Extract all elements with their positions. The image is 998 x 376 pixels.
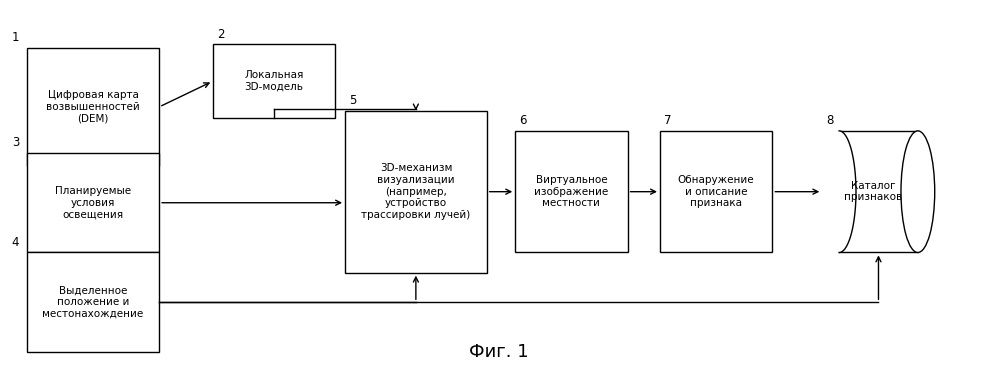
Bar bbox=[27, 48, 159, 166]
Ellipse shape bbox=[901, 131, 935, 253]
Text: Виртуальное
изображение
местности: Виртуальное изображение местности bbox=[534, 175, 609, 208]
Text: 3D-механизм
визуализации
(например,
устройство
трассировки лучей): 3D-механизм визуализации (например, устр… bbox=[361, 164, 470, 220]
Text: Планируемые
условия
освещения: Планируемые условия освещения bbox=[55, 186, 131, 219]
Bar bbox=[660, 131, 772, 253]
Ellipse shape bbox=[822, 131, 856, 253]
Text: Обнаружение
и описание
признака: Обнаружение и описание признака bbox=[678, 175, 754, 208]
Bar bbox=[27, 253, 159, 352]
Bar bbox=[515, 131, 628, 253]
Text: 2: 2 bbox=[217, 27, 225, 41]
Bar bbox=[345, 111, 487, 273]
Text: 3: 3 bbox=[12, 136, 19, 149]
Text: Локальная
3D-модель: Локальная 3D-модель bbox=[245, 70, 303, 92]
Text: 7: 7 bbox=[664, 114, 672, 127]
Bar bbox=[27, 153, 159, 253]
Text: 8: 8 bbox=[826, 114, 833, 127]
Text: 5: 5 bbox=[349, 94, 356, 107]
Bar bbox=[213, 44, 335, 118]
Text: Выделенное
положение и
местонахождение: Выделенное положение и местонахождение bbox=[43, 286, 144, 319]
Text: 4: 4 bbox=[12, 236, 19, 249]
Text: Цифровая карта
возвышенностей
(DEM): Цифровая карта возвышенностей (DEM) bbox=[46, 90, 140, 124]
Text: Каталог
признаков: Каталог признаков bbox=[844, 181, 902, 203]
Text: 6: 6 bbox=[519, 114, 527, 127]
Text: 1: 1 bbox=[12, 31, 19, 44]
Bar bbox=[839, 131, 918, 253]
Text: Фиг. 1: Фиг. 1 bbox=[469, 343, 529, 361]
